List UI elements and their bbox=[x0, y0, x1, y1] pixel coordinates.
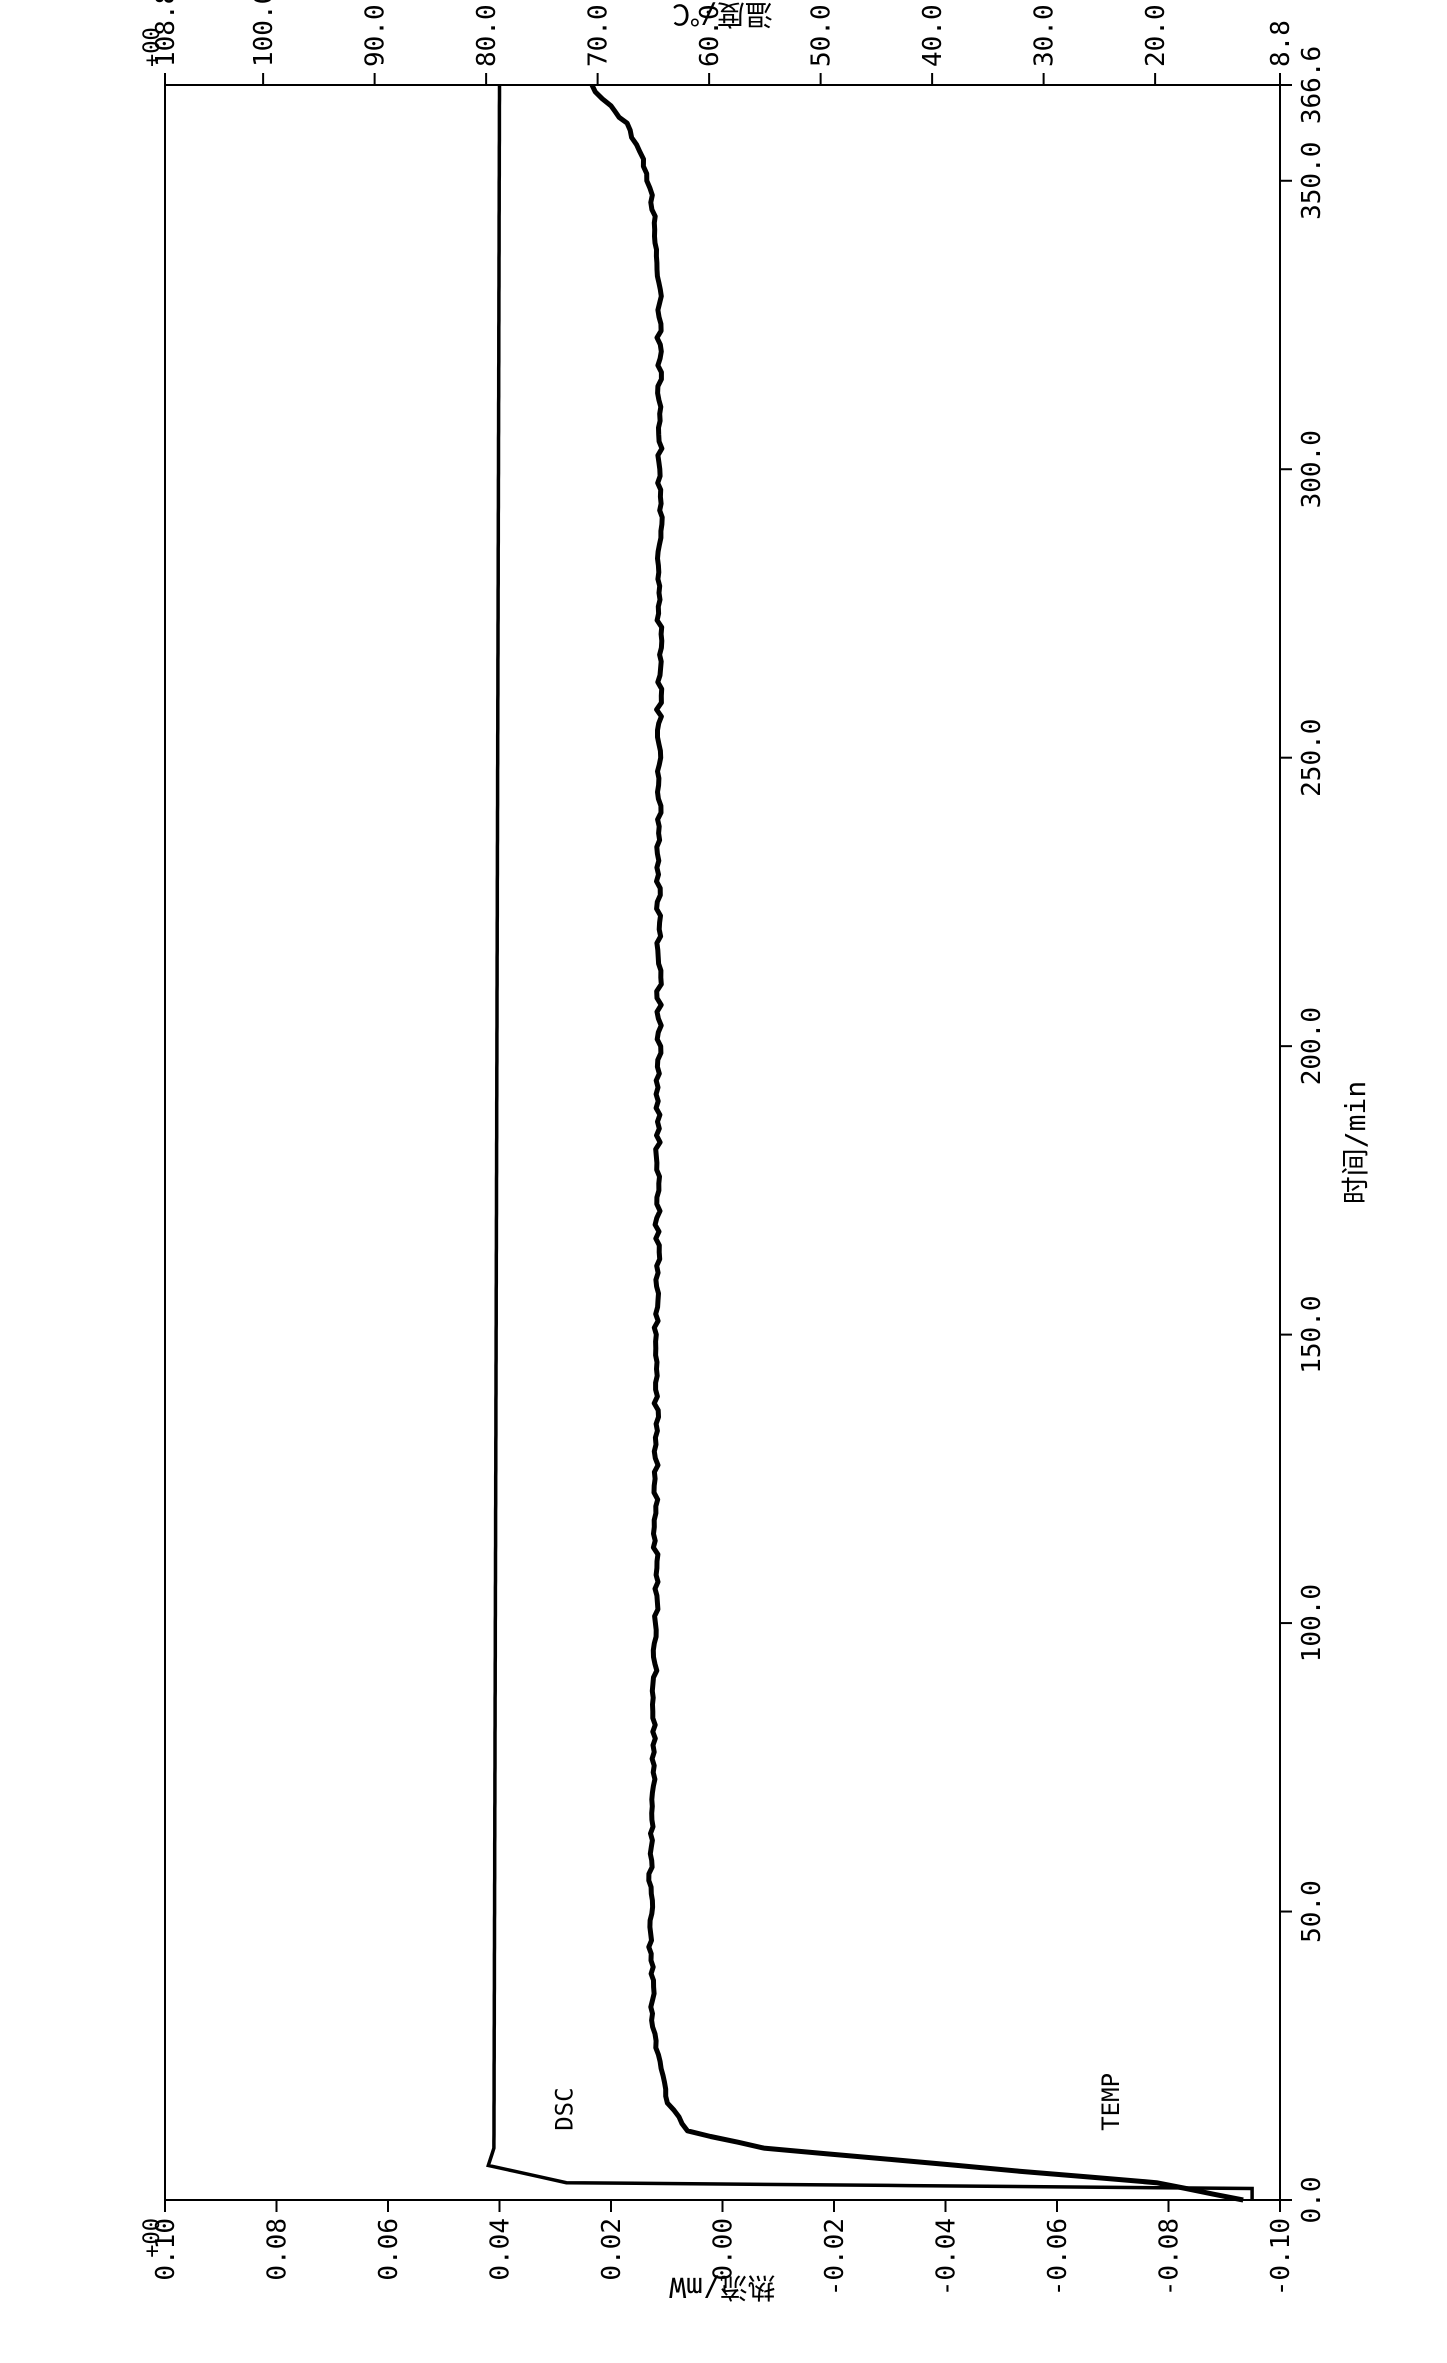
svg-text:+00: +00 bbox=[140, 2218, 165, 2258]
svg-text:30.0: 30.0 bbox=[1030, 4, 1060, 67]
svg-text:70.0: 70.0 bbox=[584, 4, 614, 67]
svg-text:0.0: 0.0 bbox=[1297, 2177, 1327, 2224]
dsc-curve bbox=[488, 85, 1252, 2200]
svg-text:100.0: 100.0 bbox=[249, 0, 279, 67]
svg-text:50.0: 50.0 bbox=[1297, 1880, 1327, 1943]
svg-text:366.6: 366.6 bbox=[1297, 46, 1327, 124]
svg-text:300.0: 300.0 bbox=[1297, 430, 1327, 508]
svg-text:温度/℃: 温度/℃ bbox=[672, 0, 773, 31]
svg-text:100.0: 100.0 bbox=[1297, 1584, 1327, 1662]
svg-text:90.0: 90.0 bbox=[361, 4, 391, 67]
svg-text:250.0: 250.0 bbox=[1297, 719, 1327, 797]
svg-text:0.06: 0.06 bbox=[374, 2218, 404, 2281]
svg-text:热流/mW: 热流/mW bbox=[669, 2271, 776, 2304]
svg-text:8.8: 8.8 bbox=[1266, 20, 1296, 67]
svg-text:40.0: 40.0 bbox=[918, 4, 948, 67]
temp-curve bbox=[592, 85, 1243, 2200]
svg-text:0.04: 0.04 bbox=[486, 2218, 516, 2281]
svg-text:-0.04: -0.04 bbox=[932, 2218, 962, 2296]
svg-text:350.0: 350.0 bbox=[1297, 142, 1327, 220]
chart-canvas: 0.0 50.0 100.0 150.0 200.0 250.0 300.0 350.0 366… bbox=[0, 0, 1447, 2363]
svg-text:+00: +00 bbox=[140, 27, 165, 67]
dsc-temp-chart: 0.0 50.0 100.0 150.0 200.0 250.0 300.0 350.0 366… bbox=[0, 0, 1447, 2363]
svg-text:-0.08: -0.08 bbox=[1155, 2218, 1185, 2296]
svg-text:80.0: 80.0 bbox=[472, 4, 502, 67]
svg-text:0.02: 0.02 bbox=[597, 2218, 627, 2281]
svg-text:150.0: 150.0 bbox=[1297, 1295, 1327, 1373]
svg-text:0.08: 0.08 bbox=[263, 2218, 293, 2281]
svg-text:-0.06: -0.06 bbox=[1043, 2218, 1073, 2296]
svg-text:-0.02: -0.02 bbox=[820, 2218, 850, 2296]
temp-label: TEMP bbox=[1097, 2073, 1125, 2131]
svg-text:时间/min: 时间/min bbox=[1339, 1081, 1372, 1204]
svg-text:20.0: 20.0 bbox=[1141, 4, 1171, 67]
svg-text:50.0: 50.0 bbox=[807, 4, 837, 67]
svg-text:-0.10: -0.10 bbox=[1266, 2218, 1296, 2296]
dsc-label: DSC bbox=[550, 2087, 578, 2130]
svg-text:200.0: 200.0 bbox=[1297, 1007, 1327, 1085]
